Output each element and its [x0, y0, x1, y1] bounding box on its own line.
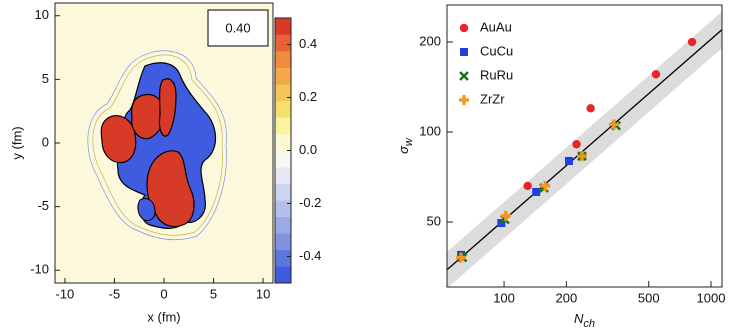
colorbar-band: [275, 200, 291, 218]
x-tick-label: 500: [638, 290, 660, 305]
y-axis-label-sub: w: [403, 137, 415, 146]
point: [565, 156, 574, 165]
y-axis-label-main: σ: [396, 145, 411, 154]
legend-label: AuAu: [480, 19, 512, 34]
right-panel: 100 200 500 1000 50 100 200 Nch σw AuAu CuCu RuRu Zr…: [396, 4, 726, 330]
point: [687, 37, 697, 47]
colorbar-tick-label: -0.2: [299, 195, 321, 210]
point: [456, 252, 467, 263]
colorbar-band: [275, 150, 291, 168]
x-tick-label: -5: [109, 286, 121, 301]
colorbar-band: [275, 183, 291, 201]
colorbar-band: [275, 51, 291, 68]
density-field: [55, 3, 273, 283]
point: [523, 181, 532, 191]
x-axis-label-sub: ch: [583, 318, 595, 330]
annotation-box: [207, 9, 269, 47]
colorbar-band: [275, 117, 291, 135]
plot-frame: [446, 4, 723, 288]
point: [459, 23, 469, 33]
colorbar-tick-label: 0.4: [299, 36, 317, 51]
point: [576, 151, 587, 162]
point: [586, 104, 595, 113]
left-panel: -10 -5 0 5 10 -10 -5 0 5 10 x (fm) y (fm) 0.40 0.4 0.2…: [9, 2, 321, 324]
x-tick-label: 5: [210, 286, 217, 301]
fit-line: [447, 29, 722, 271]
colorbar-band: [275, 167, 291, 184]
y-tick-label: 0: [42, 134, 49, 149]
point: [572, 140, 581, 149]
y-tick-label: 10: [35, 7, 49, 22]
point: [460, 48, 468, 56]
annotation: 0.40: [225, 20, 250, 35]
legend-label: ZrZr: [480, 91, 505, 106]
y-axis-label: y (fm): [9, 126, 24, 159]
y-tick-label: 50: [427, 213, 441, 228]
colorbar-band: [275, 233, 291, 251]
x-tick-label: 200: [556, 290, 578, 305]
x-tick-label: 0: [160, 286, 167, 301]
x-axis-label: Nch: [574, 311, 595, 329]
y-tick-label: 100: [419, 123, 441, 138]
colorbar-band: [275, 216, 291, 234]
x-tick-label: 10: [256, 286, 270, 301]
y-tick-label: -10: [30, 262, 49, 277]
colorbar-band: [275, 67, 291, 85]
colorbar-band: [275, 266, 291, 284]
colorbar-band: [275, 84, 291, 102]
y-tick-label: 200: [419, 33, 441, 48]
point: [459, 71, 469, 81]
legend-label: CuCu: [480, 43, 513, 58]
point: [500, 210, 511, 221]
point: [532, 187, 541, 196]
colorbar-tick-label: 0.0: [299, 142, 317, 157]
y-tick-label: 5: [42, 71, 49, 86]
point: [651, 70, 661, 79]
y-tick-label: -5: [37, 198, 49, 213]
colorbar-band: [275, 249, 291, 267]
colorbar-band: [275, 34, 291, 52]
x-tick-label: 100: [493, 290, 515, 305]
x-axis-label-main: N: [574, 311, 584, 326]
point: [609, 119, 620, 130]
point: [540, 180, 551, 191]
legend-label: RuRu: [480, 67, 513, 82]
x-tick-label: -10: [56, 286, 75, 301]
colorbar-tick-label: 0.2: [299, 89, 317, 104]
colorbar-band: [275, 133, 291, 151]
colorbar-band: [275, 100, 291, 118]
point: [459, 95, 469, 105]
x-axis-label: x (fm): [147, 309, 180, 324]
colorbar-band: [275, 18, 291, 35]
x-tick-label: 1000: [697, 290, 726, 305]
colorbar-tick-label: -0.4: [299, 248, 321, 263]
y-axis-label: σw: [396, 137, 414, 154]
